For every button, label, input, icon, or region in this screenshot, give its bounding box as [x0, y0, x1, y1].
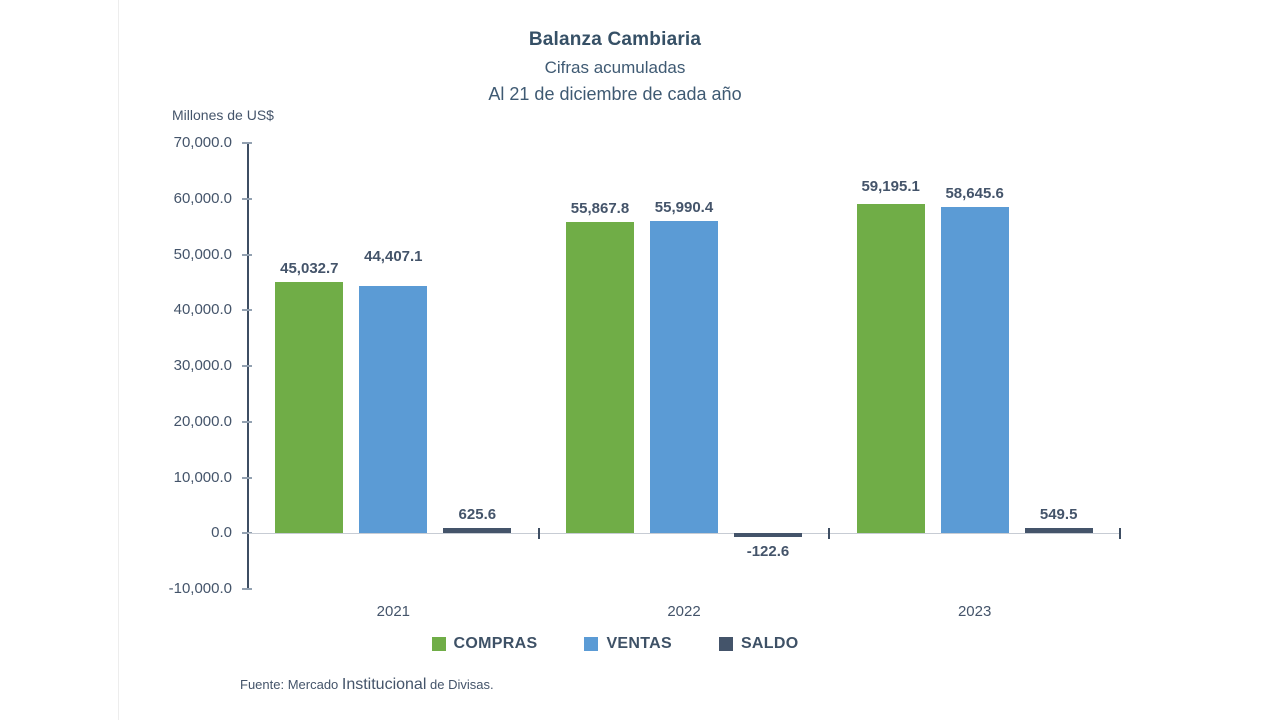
- y-tick-mark: [242, 309, 252, 312]
- bar-label-ventas-2022: 55,990.4: [654, 199, 714, 217]
- bar-label-saldo-2022: -122.6: [746, 543, 790, 561]
- chart-subtitle-1: Cifras acumuladas: [544, 58, 686, 77]
- y-tick-mark: [242, 253, 252, 256]
- chart-subtitle-2: Al 21 de diciembre de cada año: [488, 84, 742, 104]
- y-axis-title: Millones de US$: [172, 107, 274, 123]
- y-tick-mark: [242, 420, 252, 423]
- legend-swatch-compras: [431, 637, 446, 651]
- source-prefix: Fuente: Mercado: [240, 677, 342, 692]
- chart-title: Balanza Cambiaria: [528, 29, 702, 50]
- x-category-label: 2021: [376, 603, 411, 620]
- bar-label-compras-2022: 55,867.8: [570, 200, 630, 218]
- bar-label-ventas-2023: 58,645.6: [945, 184, 1004, 202]
- y-tick-mark: [242, 198, 252, 201]
- x-axis-tick: [537, 528, 540, 540]
- legend-swatch-saldo: [718, 637, 733, 651]
- y-tick-mark: [242, 142, 252, 145]
- bar-label-saldo-2021: 625.6: [458, 505, 497, 523]
- legend-label-ventas: VENTAS: [606, 635, 672, 652]
- bar-label-ventas-2021: 44,407.1: [364, 247, 423, 265]
- y-tick-label: -10,000.0: [168, 580, 232, 597]
- legend-item-saldo: SALDO: [718, 635, 799, 653]
- y-tick-label: 40,000.0: [173, 301, 232, 319]
- x-axis-line: [248, 532, 1120, 534]
- y-tick-label: 20,000.0: [173, 412, 232, 430]
- y-tick-label: 0.0: [211, 524, 232, 542]
- source-suffix: de Divisas.: [426, 677, 494, 692]
- bar-ventas-2021: [359, 285, 428, 534]
- bar-saldo-2021: [443, 527, 512, 534]
- y-tick-label: 50,000.0: [173, 245, 232, 263]
- legend-swatch-ventas: [584, 637, 599, 651]
- legend-item-compras: COMPRAS: [431, 635, 538, 653]
- bar-compras-2021: [275, 282, 344, 534]
- bar-saldo-2022: [734, 533, 802, 538]
- x-category-label: 2022: [667, 603, 701, 620]
- x-axis-tick: [1119, 528, 1121, 540]
- y-tick-mark: [242, 588, 252, 590]
- legend: COMPRAS VENTAS SALDO: [120, 635, 1110, 653]
- x-category-label: 2023: [957, 603, 992, 620]
- object-edge-line: [118, 0, 119, 720]
- bar-label-compras-2023: 59,195.1: [861, 177, 920, 195]
- y-tick-mark: [242, 365, 252, 368]
- y-tick-mark: [242, 476, 252, 479]
- legend-item-ventas: VENTAS: [584, 635, 672, 653]
- y-tick-label: 30,000.0: [173, 357, 232, 375]
- bar-ventas-2022: [650, 221, 718, 534]
- bar-compras-2022: [566, 222, 634, 534]
- source-note: Fuente: Mercado Institucional de Divisas…: [240, 676, 494, 694]
- bar-ventas-2023: [940, 206, 1009, 534]
- y-tick-label: 10,000.0: [173, 468, 232, 486]
- bar-label-saldo-2023: 549.5: [1039, 505, 1078, 523]
- source-highlight: Institucional: [341, 676, 427, 693]
- y-tick-label: 60,000.0: [173, 190, 232, 208]
- x-axis-tick: [828, 528, 831, 540]
- y-tick-label: 70,000.0: [173, 134, 232, 152]
- legend-label-compras: COMPRAS: [453, 635, 538, 652]
- bar-label-compras-2021: 45,032.7: [280, 260, 339, 278]
- bar-saldo-2023: [1024, 527, 1093, 534]
- y-tick-mark: [242, 532, 252, 535]
- legend-label-saldo: SALDO: [740, 635, 799, 652]
- bar-compras-2023: [856, 203, 925, 534]
